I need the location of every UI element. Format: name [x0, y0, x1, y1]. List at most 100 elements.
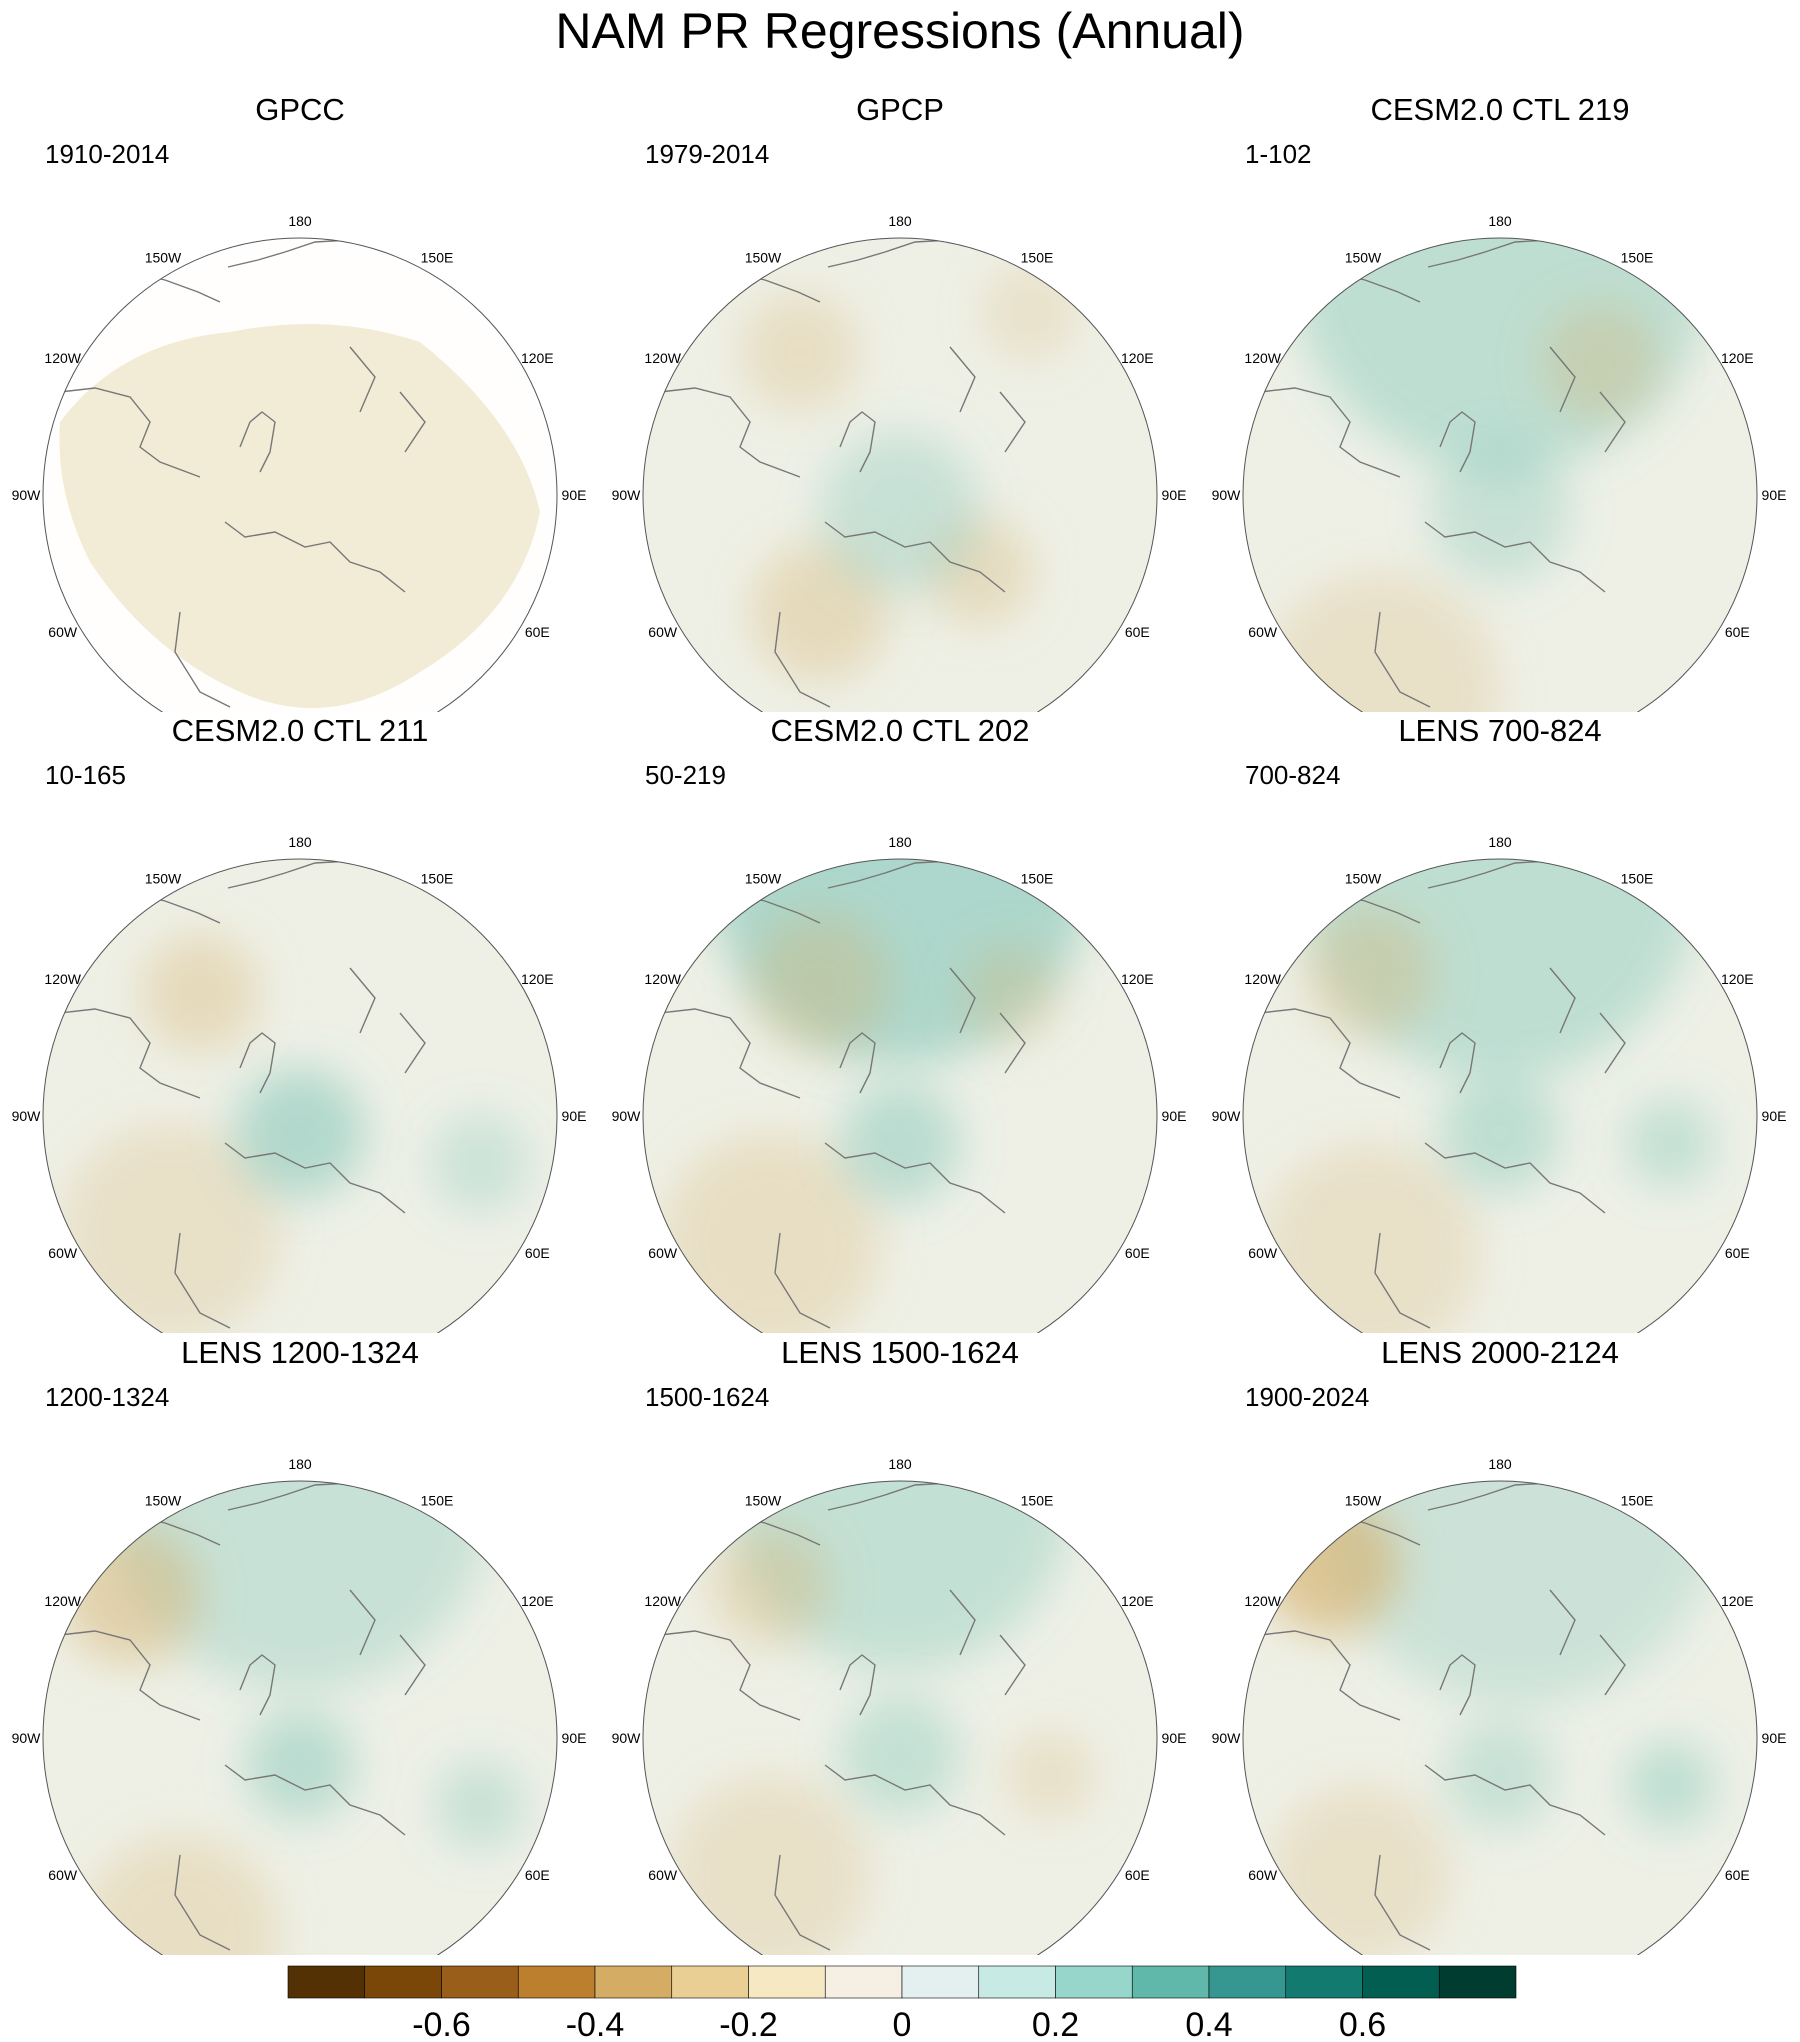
longitude-label: 120E — [1121, 971, 1154, 987]
longitude-label: 60E — [1125, 1245, 1150, 1261]
longitude-label: 180 — [1488, 1456, 1512, 1472]
longitude-label: 90E — [1762, 487, 1787, 503]
anomaly-region — [840, 1083, 960, 1203]
longitude-label: 150W — [145, 1493, 182, 1509]
anomaly-region — [1260, 572, 1500, 712]
map-border — [42, 858, 558, 1333]
longitude-label: 60E — [1725, 624, 1750, 640]
coastline — [1259, 1482, 1626, 1951]
longitude-label: 120W — [644, 971, 681, 987]
longitude-label: 120W — [1244, 971, 1281, 987]
panel-period: 1910-2014 — [45, 139, 170, 169]
map-border — [642, 858, 1158, 1333]
polar-map: 180150E120E90E60E30E030W60W90W120W150W — [612, 213, 1187, 712]
coastline — [59, 239, 426, 708]
anomaly-region — [1625, 1098, 1715, 1188]
anomaly-region — [435, 1760, 525, 1850]
longitude-label: 60E — [1125, 624, 1150, 640]
panel-title: GPCC — [255, 92, 345, 127]
colorbar: -0.6 -0.4 -0.2 0 0.2 0.4 0.6 — [287, 1965, 1517, 2042]
longitude-label: 60E — [1725, 1867, 1750, 1883]
coastline — [1259, 860, 1626, 1329]
colorbar-tick-label: -0.6 — [412, 2006, 471, 2042]
colorbar-tick-label: 0.4 — [1185, 2006, 1232, 2042]
map-panel: 180150E120E90E60E30E030W60W90W120W150WCE… — [1200, 92, 1800, 712]
longitude-label: 180 — [888, 834, 912, 850]
longitude-label: 90E — [562, 1108, 587, 1124]
anomaly-region — [245, 1710, 355, 1820]
panel-title: LENS 1200-1324 — [181, 1335, 419, 1370]
longitude-label: 90E — [1162, 1108, 1187, 1124]
longitude-label: 90W — [12, 1108, 42, 1124]
map-border — [1242, 1480, 1758, 1955]
longitude-label: 150W — [1345, 250, 1382, 266]
panel-period: 10-165 — [45, 760, 126, 790]
colorbar-tick-label: 0 — [893, 2006, 912, 2042]
longitude-label: 60E — [525, 1867, 550, 1883]
colorbar-swatch — [1362, 1965, 1440, 1999]
longitude-label: 120E — [1121, 350, 1154, 366]
map-border — [42, 237, 558, 712]
longitude-label: 150E — [1021, 250, 1054, 266]
colorbar-swatch — [1208, 1965, 1287, 1999]
colorbar-swatch — [594, 1965, 673, 1999]
longitude-label: 120E — [1121, 1593, 1154, 1609]
coastline — [59, 1482, 426, 1951]
panel-period: 700-824 — [1245, 760, 1341, 790]
longitude-label: 180 — [888, 213, 912, 229]
longitude-label: 90W — [12, 1730, 42, 1746]
coastline — [59, 860, 426, 1329]
longitude-label: 150W — [745, 1493, 782, 1509]
colorbar-swatch — [671, 1965, 749, 1999]
map-border — [642, 1480, 1158, 1955]
longitude-label: 180 — [1488, 834, 1512, 850]
panel-period: 1500-1624 — [645, 1382, 770, 1412]
longitude-label: 90E — [1162, 1730, 1187, 1746]
longitude-label: 90E — [1162, 487, 1187, 503]
polar-map: 180150E120E90E60E30E030W60W90W120W150W — [1212, 213, 1787, 712]
map-panel: 180150E120E90E60E30E030W60W90W120W150WCE… — [600, 713, 1200, 1333]
panel-period: 1-102 — [1245, 139, 1312, 169]
map-border — [1242, 237, 1758, 712]
longitude-label: 120E — [1721, 1593, 1754, 1609]
map-panel: 180150E120E90E60E30E030W60W90W120W150WGP… — [0, 92, 600, 712]
panel-title: LENS 700-824 — [1398, 713, 1602, 748]
longitude-label: 120W — [644, 1593, 681, 1609]
longitude-label: 150W — [145, 871, 182, 887]
longitude-label: 120W — [644, 350, 681, 366]
colorbar-swatch — [901, 1965, 980, 1999]
coastline — [659, 239, 1026, 708]
longitude-label: 120W — [44, 350, 81, 366]
panel-title: LENS 1500-1624 — [781, 1335, 1019, 1370]
anomaly-region — [60, 1123, 280, 1333]
anomaly-region — [710, 1525, 830, 1645]
longitude-label: 150E — [421, 1493, 454, 1509]
panel-period: 1900-2024 — [1245, 1382, 1370, 1412]
longitude-label: 90W — [12, 487, 42, 503]
longitude-label: 90W — [612, 1108, 642, 1124]
longitude-label: 180 — [288, 213, 312, 229]
colorbar-swatch — [441, 1965, 519, 1999]
colorbar-tick-label: 0.2 — [1032, 2006, 1079, 2042]
anomaly-region — [820, 432, 980, 592]
colorbar-swatch — [287, 1965, 366, 1999]
colorbar-swatch — [1131, 1965, 1210, 1999]
longitude-label: 90W — [612, 487, 642, 503]
polar-map: 180150E120E90E60E30E030W60W90W120W150W — [12, 213, 586, 712]
longitude-label: 60W — [48, 1867, 78, 1883]
coastline — [1259, 239, 1626, 708]
longitude-label: 150E — [421, 250, 454, 266]
longitude-label: 60W — [1248, 624, 1278, 640]
longitude-label: 150W — [745, 871, 782, 887]
longitude-label: 150W — [1345, 871, 1382, 887]
longitude-label: 180 — [288, 1456, 312, 1472]
anomaly-region — [740, 292, 860, 412]
longitude-label: 150W — [1345, 1493, 1382, 1509]
panel-period: 1979-2014 — [645, 139, 770, 169]
anomaly-region — [1260, 1495, 1400, 1635]
longitude-label: 90E — [1762, 1108, 1787, 1124]
coastline — [659, 860, 1026, 1329]
longitude-label: 150W — [745, 250, 782, 266]
colorbar-swatch — [1285, 1965, 1363, 1999]
map-panel: 180150E120E90E60E30E030W60W90W120W150WLE… — [0, 1335, 600, 1955]
